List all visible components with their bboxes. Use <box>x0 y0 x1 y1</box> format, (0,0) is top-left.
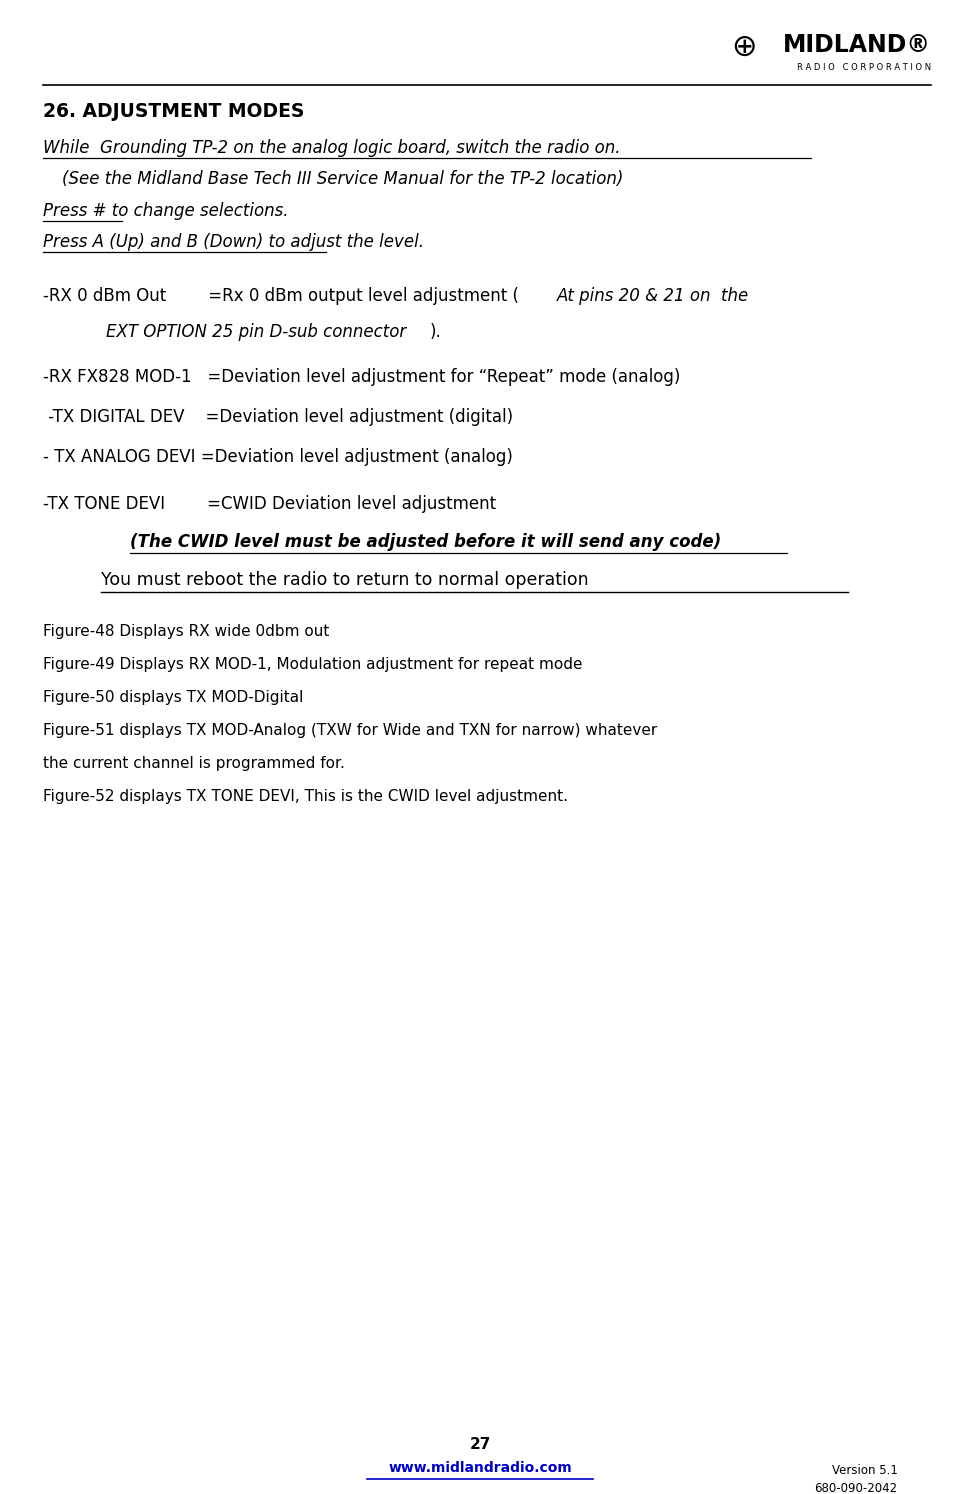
Text: R A D I O   C O R P O R A T I O N: R A D I O C O R P O R A T I O N <box>797 63 931 72</box>
Text: (The CWID level must be adjusted before it will send any code): (The CWID level must be adjusted before … <box>130 533 721 551</box>
Text: Figure-51 displays TX MOD-Analog (TXW for Wide and TXN for narrow) whatever: Figure-51 displays TX MOD-Analog (TXW fo… <box>43 723 658 738</box>
Text: -TX DIGITAL DEV    =Deviation level adjustment (digital): -TX DIGITAL DEV =Deviation level adjustm… <box>43 408 514 426</box>
Text: -RX FX828 MOD-1   =Deviation level adjustment for “Repeat” mode (analog): -RX FX828 MOD-1 =Deviation level adjustm… <box>43 368 681 385</box>
Text: Figure-48 Displays RX wide 0dbm out: Figure-48 Displays RX wide 0dbm out <box>43 624 329 639</box>
Text: MIDLAND®: MIDLAND® <box>783 33 931 57</box>
Text: 27: 27 <box>469 1437 491 1452</box>
Text: Version 5.1
680-090-2042: Version 5.1 680-090-2042 <box>814 1464 898 1494</box>
Text: ⊕: ⊕ <box>732 33 756 61</box>
Text: Figure-49 Displays RX MOD-1, Modulation adjustment for repeat mode: Figure-49 Displays RX MOD-1, Modulation … <box>43 657 583 672</box>
Text: -RX 0 dBm Out        =Rx 0 dBm output level adjustment (: -RX 0 dBm Out =Rx 0 dBm output level adj… <box>43 287 519 305</box>
Text: ).: ). <box>430 323 442 341</box>
Text: EXT OPTION 25 pin D-sub connector: EXT OPTION 25 pin D-sub connector <box>106 323 406 341</box>
Text: You must reboot the radio to return to normal operation: You must reboot the radio to return to n… <box>101 571 588 589</box>
Text: the current channel is programmed for.: the current channel is programmed for. <box>43 756 345 771</box>
Text: 26. ADJUSTMENT MODES: 26. ADJUSTMENT MODES <box>43 102 304 121</box>
Text: -TX TONE DEVI        =CWID Deviation level adjustment: -TX TONE DEVI =CWID Deviation level adju… <box>43 495 496 512</box>
Text: While  Grounding TP-2 on the analog logic board, switch the radio on.: While Grounding TP-2 on the analog logic… <box>43 139 621 157</box>
Text: Press # to change selections.: Press # to change selections. <box>43 202 289 220</box>
Text: www.midlandradio.com: www.midlandradio.com <box>388 1461 572 1475</box>
Text: Figure-50 displays TX MOD-Digital: Figure-50 displays TX MOD-Digital <box>43 690 303 705</box>
Text: At pins 20 & 21 on  the: At pins 20 & 21 on the <box>557 287 749 305</box>
Text: Figure-52 displays TX TONE DEVI, This is the CWID level adjustment.: Figure-52 displays TX TONE DEVI, This is… <box>43 789 568 804</box>
Text: - TX ANALOG DEVI =Deviation level adjustment (analog): - TX ANALOG DEVI =Deviation level adjust… <box>43 448 513 466</box>
Text: (See the Midland Base Tech III Service Manual for the TP-2 location): (See the Midland Base Tech III Service M… <box>62 170 624 188</box>
Text: Press A (Up) and B (Down) to adjust the level.: Press A (Up) and B (Down) to adjust the … <box>43 233 424 251</box>
